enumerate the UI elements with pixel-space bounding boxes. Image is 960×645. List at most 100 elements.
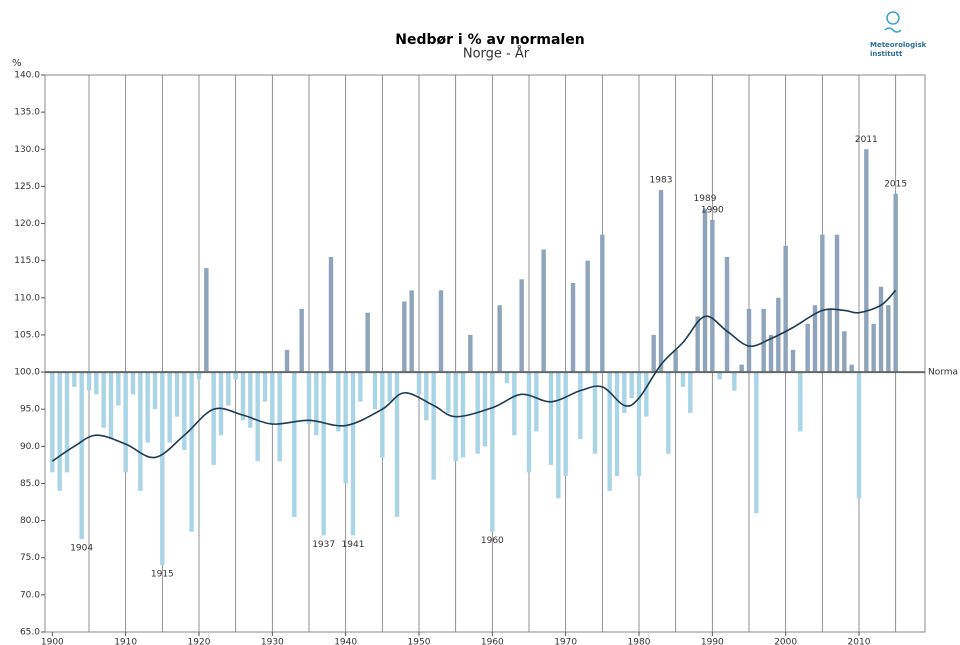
bar [123,372,128,473]
bar [754,372,759,514]
bar [446,372,451,413]
bar [585,260,590,373]
bar [438,290,444,373]
bar [57,372,62,491]
bar [497,305,502,373]
y-tick-label: 100.0 [14,368,40,378]
bar [482,372,488,447]
annotation: 1915 [151,570,174,580]
bar [211,372,216,465]
bar [358,372,363,402]
x-tick-label: 2000 [774,638,797,645]
bar [321,372,326,536]
trend-line [51,289,897,462]
bar [248,372,253,428]
bar [548,372,554,465]
bar [570,282,576,373]
bar [827,308,832,373]
bar [138,372,143,491]
bar [849,364,854,373]
bar [372,372,378,410]
bar [116,372,121,406]
bar [724,256,730,373]
bar [893,193,898,373]
x-tick-label: 1910 [114,638,137,645]
y-tick-label: 70.0 [20,590,40,600]
logo-wave [884,27,902,33]
bar [578,372,583,439]
annotation: 1989 [694,194,717,204]
bar [424,372,429,421]
bar [270,372,275,425]
x-tick-label: 1970 [554,638,577,645]
bar [592,372,598,454]
bar [717,372,722,380]
bar [761,308,766,373]
bar [746,308,752,373]
bar [72,372,77,387]
bar [622,372,627,413]
x-tick-label: 1950 [408,638,431,645]
bar [856,372,862,499]
bar [556,372,561,499]
bar [350,372,356,536]
x-tick-label: 1900 [41,638,64,645]
annotation: 1904 [70,544,93,554]
bar [189,372,194,532]
bar [86,372,92,391]
bar [563,372,568,477]
bar [204,268,209,373]
bar [152,372,158,410]
annotation: 1983 [650,176,673,186]
bar [394,372,400,517]
bar [402,301,407,373]
bar [380,372,385,458]
bar [387,372,392,402]
bar [666,372,671,454]
annotation: 1941 [342,540,365,550]
bar [842,331,847,373]
x-tick-label: 1940 [334,638,357,645]
y-tick-label: 75.0 [20,553,40,563]
bar [174,372,180,417]
bar [277,372,282,462]
bar [834,234,840,373]
bar [783,245,788,373]
bar [812,305,818,373]
bar [262,372,268,402]
bar [343,372,348,484]
logo-icon [886,11,900,25]
bar [314,372,319,436]
bar [101,372,106,428]
bar [534,372,539,432]
bar [299,308,304,373]
bar [218,372,224,436]
y-tick-label: 90.0 [20,442,40,452]
bar [409,290,414,373]
bar [614,372,620,477]
bar [710,219,715,373]
baseline-label: Norma [928,368,958,378]
bar [50,372,55,473]
bar [160,372,165,566]
y-tick-label: 135.0 [14,108,40,118]
bar [805,323,810,373]
x-tick-label: 1980 [628,638,651,645]
bar [504,372,510,384]
bar [490,372,495,532]
bar [680,372,686,387]
bar [145,372,150,443]
x-tick-label: 1960 [481,638,504,645]
bar [226,372,231,406]
y-tick-label: 80.0 [20,516,40,526]
bar [512,372,517,436]
bar [886,305,891,373]
y-tick-label: 105.0 [14,330,40,340]
y-tick-label: 85.0 [20,479,40,489]
chart-title: Nedbør i % av normalen [395,32,584,48]
bar [732,372,737,391]
bar [336,372,341,432]
y-tick-label: 120.0 [14,219,40,229]
bar [658,190,664,373]
